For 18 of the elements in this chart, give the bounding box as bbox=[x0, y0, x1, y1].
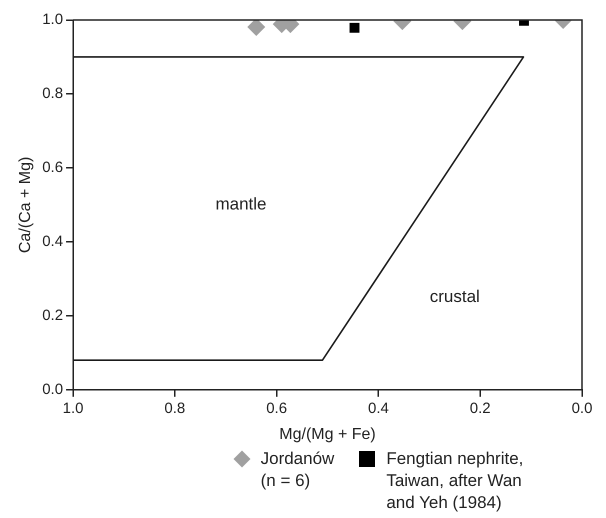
x-tick-label: 0.8 bbox=[164, 400, 186, 417]
y-axis-title: Ca/(Ca + Mg) bbox=[17, 156, 34, 254]
annotation: mantle bbox=[215, 194, 267, 214]
x-axis-title: Mg/(Mg + Fe) bbox=[279, 426, 376, 443]
x-tick-label: 0.6 bbox=[266, 400, 288, 417]
x-tick-label: 0.2 bbox=[470, 400, 491, 417]
x-tick-label: 0.0 bbox=[572, 400, 592, 417]
legend-label: Jordanów (n = 6) bbox=[260, 448, 334, 492]
x-tick-label: 1.0 bbox=[62, 400, 84, 417]
y-tick-label: 0.2 bbox=[42, 306, 64, 324]
y-tick-label: 0.8 bbox=[42, 85, 64, 102]
y-tick-label: 0.4 bbox=[42, 233, 64, 250]
y-tick-label: 0.0 bbox=[42, 380, 64, 398]
annotation: crustal bbox=[430, 287, 480, 306]
y-tick-label: 1.0 bbox=[42, 11, 64, 28]
legend-label: Fengtian nephrite, Taiwan, after Wan and Yeh (1984) bbox=[386, 448, 524, 514]
x-tick-label: 0.4 bbox=[368, 400, 389, 417]
y-tick-label: 0.6 bbox=[42, 159, 64, 176]
